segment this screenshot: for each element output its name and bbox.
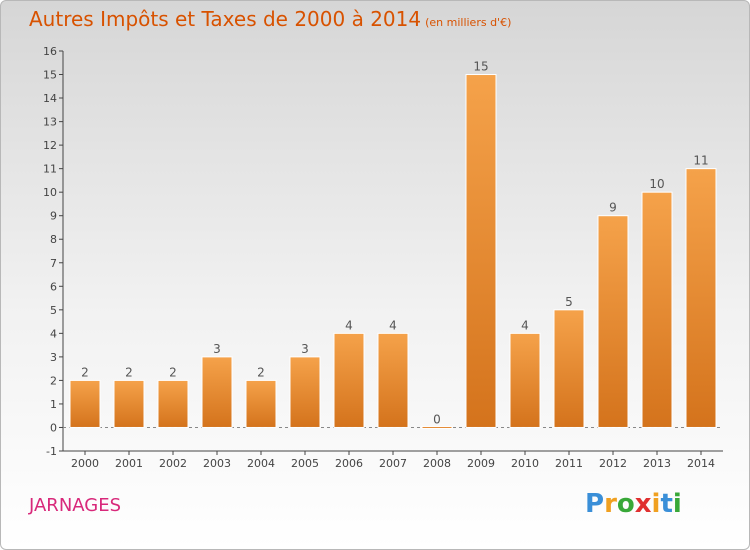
bar [157,379,189,428]
y-tick-label: 14 [43,92,57,105]
y-tick-label: 3 [50,351,57,364]
data-label: 4 [345,318,353,332]
data-label: 9 [609,201,617,215]
y-tick-label: 4 [50,327,57,340]
bar [201,356,233,428]
data-label: 4 [521,318,529,332]
y-tick-label: 10 [43,186,57,199]
y-tick-label: 7 [50,257,57,270]
x-tick-label: 2014 [687,457,715,470]
bar [377,332,409,428]
bar [421,425,453,429]
logo-letter: i [672,489,682,519]
bars [69,74,717,429]
x-tick-label: 2012 [599,457,627,470]
y-tick-label: 6 [50,280,57,293]
chart-title-unit: (en milliers d'€) [425,16,512,29]
data-label: 2 [257,365,265,379]
bar [113,379,145,428]
x-tick-label: 2006 [335,457,363,470]
data-labels: 2 2 2 3 2 3 4 4 0 15 4 5 9 10 11 [81,60,708,427]
logo-letter: P [585,489,605,519]
chart-title-main: Autres Impôts et Taxes de 2000 à 2014 [29,7,422,31]
bar [245,379,277,428]
x-tick-label: 2004 [247,457,275,470]
bar [685,168,717,428]
bar [333,332,365,428]
data-label: 4 [389,318,397,332]
x-tick-label: 2010 [511,457,539,470]
y-tick-label: 1 [50,398,57,411]
x-tick-label: 2005 [291,457,319,470]
commune-name: JARNAGES [29,495,122,516]
y-tick-label: 16 [43,45,57,58]
data-label: 5 [565,295,573,309]
logo-letter: r [604,489,617,519]
y-tick-label: 11 [43,163,57,176]
data-label: 10 [649,177,664,191]
x-tick-label: 2009 [467,457,495,470]
x-tick-label: 2011 [555,457,583,470]
y-tick-label: -1 [46,445,57,458]
data-label: 0 [433,412,441,426]
logo-letter: i [651,489,661,519]
logo-letter: x [634,489,652,519]
y-tick-label: 12 [43,139,57,152]
y-tick-label: 8 [50,233,57,246]
data-label: 15 [473,60,488,74]
data-label: 3 [301,342,309,356]
bar [509,332,541,428]
logo-letter: t [660,489,673,519]
bar [289,356,321,428]
y-tick-label: 9 [50,210,57,223]
y-tick-label: 13 [43,116,57,129]
data-label: 3 [213,342,221,356]
x-tick-label: 2008 [423,457,451,470]
x-tick-label: 2003 [203,457,231,470]
x-tick-label: 2002 [159,457,187,470]
data-label: 2 [169,365,177,379]
x-tick-label: 2001 [115,457,143,470]
x-tick-label: 2007 [379,457,407,470]
bar [641,191,673,428]
logo-letter: o [616,489,635,519]
y-tick-label: 0 [50,421,57,434]
data-label: 11 [693,154,708,168]
x-tick-label: 2000 [71,457,99,470]
proxiti-logo: Proxiti [585,489,682,519]
bar [69,379,101,428]
x-tick-label: 2013 [643,457,671,470]
y-tick-label: 15 [43,69,57,82]
bar [553,309,585,428]
data-label: 2 [81,365,89,379]
y-tick-label: 2 [50,374,57,387]
chart-title: Autres Impôts et Taxes de 2000 à 2014 (en… [29,7,511,31]
bar [465,74,497,428]
y-tick-label: 5 [50,304,57,317]
bar [597,215,629,428]
data-label: 2 [125,365,133,379]
